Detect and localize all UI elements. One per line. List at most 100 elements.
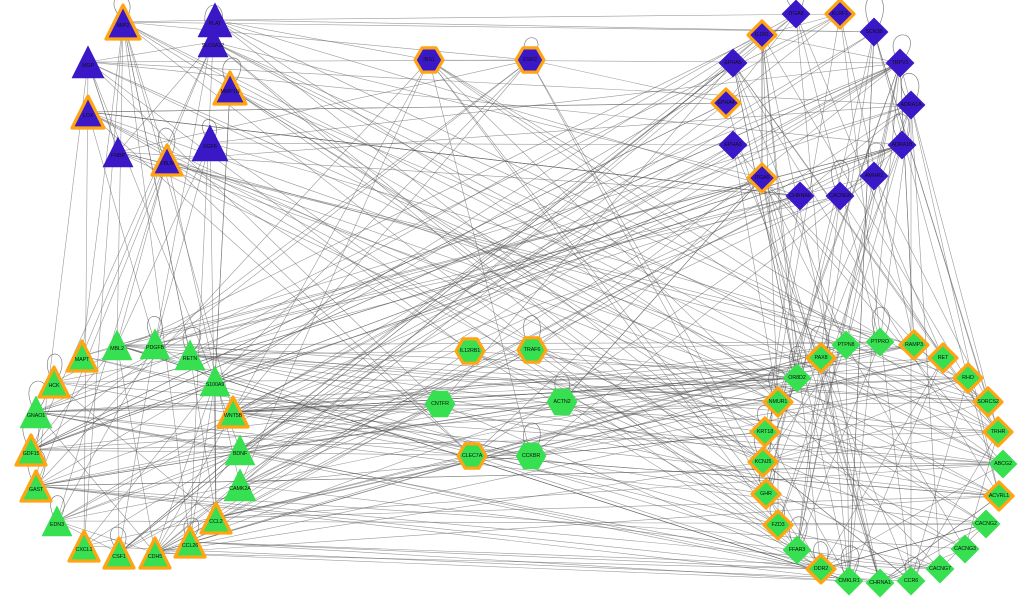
- edge: [796, 175, 875, 551]
- edge: [53, 377, 798, 383]
- edge: [531, 104, 912, 351]
- edge: [910, 377, 969, 582]
- graph-node-lox[interactable]: LOX: [68, 92, 108, 132]
- diamond-shape: [762, 386, 794, 418]
- graph-node-fgf6[interactable]: FGF6: [188, 121, 232, 165]
- diamond-shape: [825, 181, 855, 211]
- diamond-shape: [746, 162, 778, 194]
- graph-node-cckbr[interactable]: CCKBR: [512, 437, 550, 475]
- graph-node-mmp1n[interactable]: MMP1N: [210, 68, 250, 108]
- graph-node-clec7a[interactable]: CLEC7A: [454, 438, 490, 474]
- edge: [212, 41, 767, 495]
- graph-node-cacng8[interactable]: CACNG8: [822, 178, 858, 214]
- graph-node-mip2[interactable]: MIP2: [102, 1, 144, 43]
- edge: [761, 34, 798, 379]
- graph-node-ccr6[interactable]: CCR6: [893, 563, 929, 599]
- triangle-shape: [138, 536, 172, 570]
- graph-node-cdh5[interactable]: CDH5: [136, 534, 174, 572]
- graph-node-gnao1[interactable]: GNAO1: [16, 392, 56, 432]
- edge: [561, 177, 763, 403]
- graph-node-cntfr[interactable]: CNTFR: [421, 385, 459, 423]
- edge: [428, 59, 767, 495]
- graph-node-mbl2[interactable]: MBL2: [98, 326, 136, 364]
- edge: [879, 495, 1000, 584]
- graph-node-csf1[interactable]: CSF1: [100, 534, 138, 572]
- edge: [154, 142, 211, 345]
- triangle-shape: [67, 529, 101, 563]
- graph-node-ptpro[interactable]: PTPRO: [862, 324, 898, 360]
- diamond-shape: [718, 48, 748, 78]
- triangle-shape: [191, 124, 229, 162]
- hexagon-shape: [454, 337, 486, 365]
- edge: [215, 495, 1000, 519]
- graph-node-cxcl1[interactable]: CXCL1: [65, 527, 103, 565]
- triangle-shape: [139, 328, 171, 360]
- edge: [530, 175, 875, 457]
- edge: [239, 13, 841, 486]
- edge: [35, 411, 881, 584]
- edge: [116, 344, 779, 526]
- edge: [529, 59, 727, 104]
- graph-node-chrna6[interactable]: CHRNA6: [782, 178, 818, 214]
- graph-node-fnbp[interactable]: FNBP: [99, 133, 137, 171]
- diamond-shape: [785, 181, 815, 211]
- edge: [122, 21, 531, 61]
- edge: [239, 13, 797, 451]
- edge: [873, 31, 969, 379]
- edge: [209, 142, 822, 570]
- edge: [122, 21, 191, 356]
- graph-node-slc6a12[interactable]: SLC6A12: [194, 23, 232, 61]
- graph-node-epha5[interactable]: EPHA5: [715, 45, 751, 81]
- edge: [189, 354, 989, 403]
- graph-node-epha4[interactable]: EPHA4: [708, 85, 744, 121]
- graph-node-ccl26[interactable]: CCL26: [171, 523, 209, 561]
- diamond-shape: [859, 161, 889, 191]
- graph-node-epha3[interactable]: EPHA3: [715, 127, 751, 163]
- graph-node-abcg2[interactable]: ABCG2: [985, 446, 1021, 482]
- graph-node-pdgfb[interactable]: PDGFB: [136, 325, 174, 363]
- edge: [469, 350, 764, 463]
- edge: [87, 102, 727, 113]
- edge: [35, 377, 798, 413]
- graph-node-trpv1[interactable]: TRPV1: [882, 45, 918, 81]
- graph-node-klrf1[interactable]: KLRF1: [822, 0, 858, 32]
- graph-node-gdf15[interactable]: GDF15: [12, 431, 50, 469]
- edge: [166, 159, 473, 457]
- edge: [229, 87, 987, 525]
- triangle-shape: [212, 70, 248, 106]
- edge: [35, 411, 473, 457]
- graph-node-bdnf[interactable]: BDNF: [221, 431, 259, 469]
- edge: [189, 354, 999, 433]
- graph-node-trhr[interactable]: TRHR: [980, 414, 1016, 450]
- edge: [214, 19, 881, 343]
- graph-node-traf6[interactable]: TRAF6: [514, 332, 550, 368]
- triangle-shape: [70, 94, 106, 130]
- graph-node-fbln[interactable]: FBLN: [148, 141, 186, 179]
- graph-node-itga5[interactable]: ITGA5: [744, 160, 780, 196]
- edge: [769, 502, 785, 520]
- edge: [879, 548, 966, 584]
- graph-node-il12rb1[interactable]: IL12RB1: [452, 333, 488, 369]
- graph-node-esr2[interactable]: ESR2: [512, 42, 548, 78]
- edge: [873, 31, 999, 433]
- edge: [56, 520, 156, 554]
- edge: [831, 159, 850, 191]
- graph-node-kcnj5[interactable]: KCNJ5: [745, 444, 781, 480]
- graph-node-actn2[interactable]: ACTN2: [543, 383, 581, 421]
- graph-node-wnt5b[interactable]: WNT5B: [214, 393, 252, 431]
- edge: [892, 34, 911, 58]
- graph-node-itga8[interactable]: ITGA8: [778, 0, 814, 32]
- edge: [154, 449, 241, 554]
- graph-node-mgp[interactable]: MGP: [68, 42, 108, 82]
- graph-node-gast[interactable]: GAST: [17, 467, 55, 505]
- edge: [83, 61, 89, 547]
- edge: [820, 523, 987, 570]
- graph-node-ins1[interactable]: INS1: [411, 42, 447, 78]
- edge: [866, 142, 885, 171]
- edge: [209, 142, 217, 519]
- graph-node-adra1a[interactable]: ADRA1A: [893, 87, 929, 123]
- edge: [212, 41, 999, 433]
- graph-node-amhr2[interactable]: AMHR2: [856, 158, 892, 194]
- edge: [732, 62, 847, 346]
